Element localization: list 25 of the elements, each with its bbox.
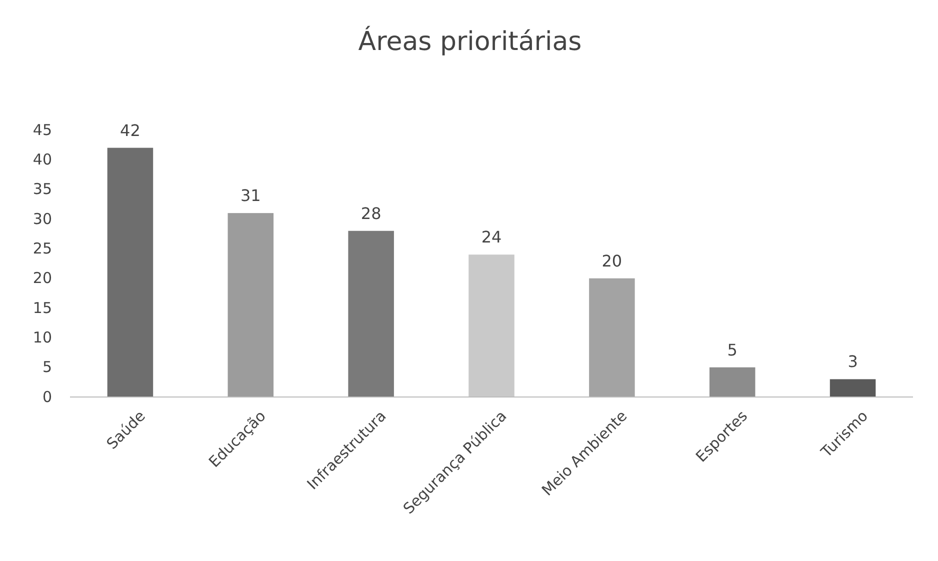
bar <box>589 278 635 397</box>
y-tick-label: 35 <box>32 180 52 198</box>
y-tick-label: 5 <box>42 358 52 376</box>
data-label: 3 <box>848 352 858 372</box>
y-tick-label: 0 <box>42 388 52 406</box>
data-label: 28 <box>360 204 382 223</box>
data-label: 24 <box>481 228 502 247</box>
bar <box>468 254 514 397</box>
chart-title: Áreas prioritárias <box>358 25 582 57</box>
bar <box>709 367 756 397</box>
y-tick-label: 30 <box>32 210 52 228</box>
bar <box>228 213 274 397</box>
data-label: 5 <box>727 340 738 360</box>
data-label: 42 <box>120 120 140 140</box>
bar <box>107 148 154 397</box>
y-tick-label: 40 <box>32 150 52 168</box>
y-tick-label: 20 <box>32 269 52 288</box>
bar <box>830 379 876 397</box>
y-tick-label: 25 <box>32 239 52 258</box>
bar <box>348 230 394 397</box>
y-tick-label: 45 <box>32 120 52 139</box>
data-label: 20 <box>602 251 622 270</box>
y-tick-label: 15 <box>32 298 52 317</box>
data-label: 31 <box>240 186 261 206</box>
y-tick-label: 10 <box>32 328 52 346</box>
